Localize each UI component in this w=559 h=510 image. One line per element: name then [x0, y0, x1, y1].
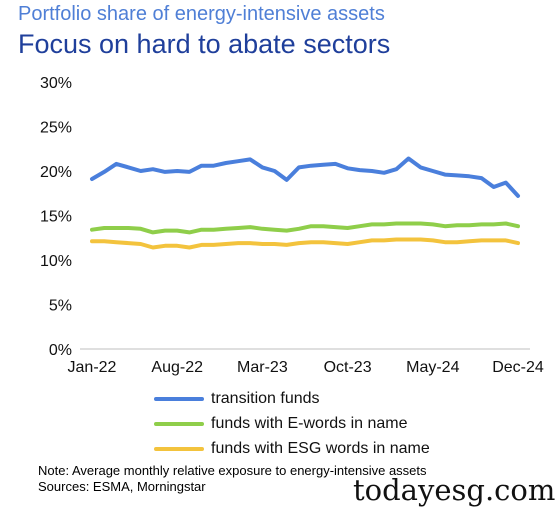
legend-item-transition-funds: transition funds: [154, 386, 494, 411]
watermark: todayesg.com: [353, 473, 556, 507]
series-line-1: [90, 221, 520, 235]
y-tick-label: 10%: [40, 253, 72, 270]
y-tick-label: 15%: [40, 209, 72, 226]
x-tick-label: Mar-23: [237, 359, 288, 376]
chart-sources: Sources: ESMA, Morningstar: [38, 479, 206, 494]
y-tick-label: 0%: [49, 342, 72, 359]
chart-subtitle: Focus on hard to abate sectors: [18, 29, 391, 59]
legend-label: funds with ESG words in name: [211, 439, 430, 457]
legend-item-esg-word-funds: funds with ESG words in name: [154, 436, 494, 461]
legend-label: transition funds: [211, 389, 320, 407]
legend-swatch: [154, 421, 204, 426]
y-tick-label: 20%: [40, 164, 72, 181]
chart-legend: transition funds funds with E-words in n…: [154, 386, 494, 461]
x-tick-label: Jan-22: [68, 359, 117, 376]
legend-item-e-word-funds: funds with E-words in name: [154, 411, 494, 436]
legend-label: funds with E-words in name: [211, 414, 408, 432]
y-tick-label: 5%: [49, 298, 72, 315]
chart-title: Portfolio share of energy-intensive asse…: [18, 3, 385, 25]
y-tick-label: 30%: [40, 75, 72, 92]
chart-note: Note: Average monthly relative exposure …: [38, 463, 427, 478]
legend-swatch: [154, 446, 204, 451]
series-line-0: [90, 156, 520, 198]
line-chart: 0% 5% 10% 15% 20% 25% 30% Jan-22 Aug-22 Mar-23 Oct…: [40, 75, 544, 376]
x-tick-label: Oct-23: [324, 359, 372, 376]
x-tick-label: Aug-22: [151, 359, 203, 376]
x-tick-label: May-24: [406, 359, 459, 376]
x-tick-label: Dec-24: [492, 359, 544, 376]
y-tick-label: 25%: [40, 120, 72, 137]
legend-swatch: [154, 396, 204, 401]
series-line-2: [90, 237, 520, 250]
